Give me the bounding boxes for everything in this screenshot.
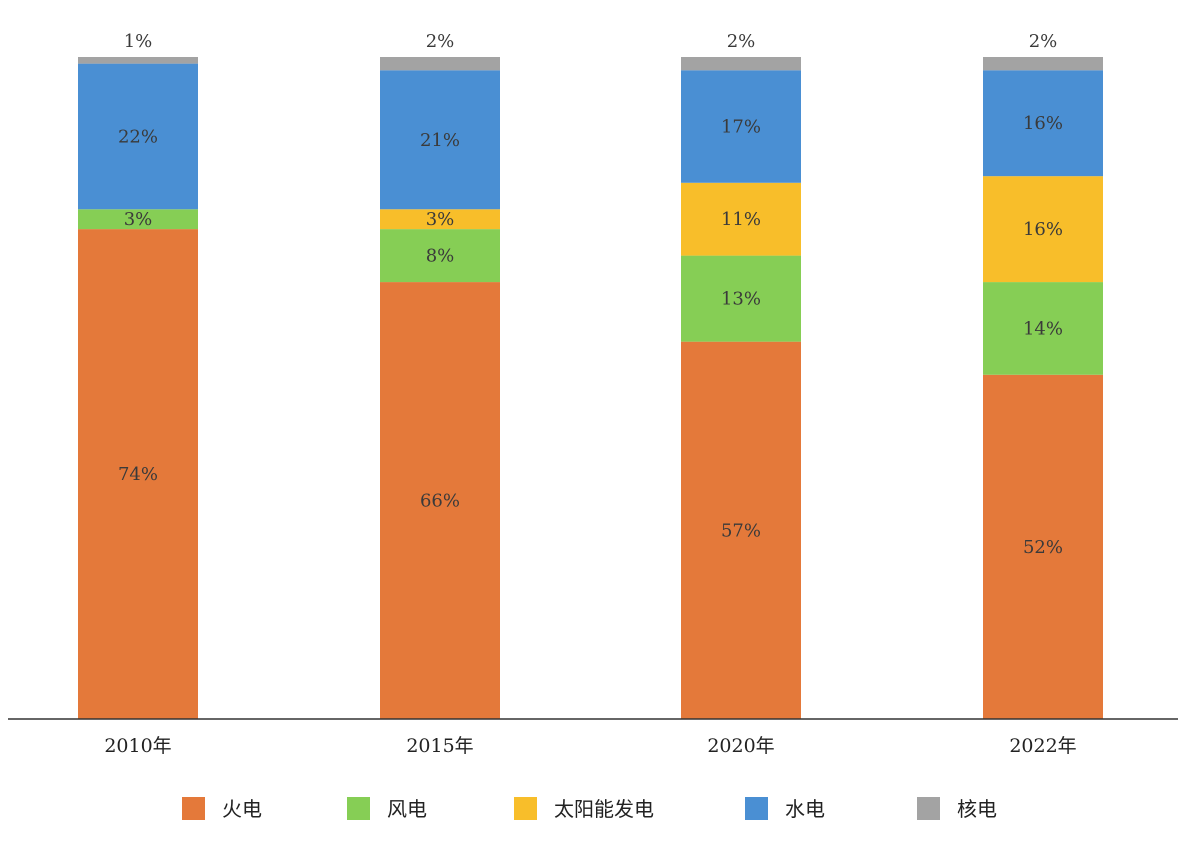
segment-value-label: 17% xyxy=(721,117,761,138)
segment-value-label: 66% xyxy=(420,491,460,512)
x-tick-label: 2015年 xyxy=(406,735,473,757)
bar-segment xyxy=(681,57,801,71)
segment-value-label: 14% xyxy=(1023,318,1063,339)
bar-segment xyxy=(983,176,1103,283)
x-tick-label: 2022年 xyxy=(1009,735,1076,757)
bar-segment xyxy=(380,282,500,719)
bar-segment xyxy=(380,70,500,210)
top-value-label: 2% xyxy=(1029,31,1058,52)
legend-label: 核电 xyxy=(957,797,997,821)
bar-segment xyxy=(983,57,1103,71)
segment-value-label: 8% xyxy=(426,246,455,267)
top-labels-layer: 1% 2% 2% 2% xyxy=(124,31,1058,52)
segment-value-label: 22% xyxy=(118,126,158,147)
legend-swatch xyxy=(917,797,940,820)
x-tick-label: 2010年 xyxy=(104,735,171,757)
bar-segment xyxy=(78,57,198,64)
bar-segment xyxy=(983,282,1103,375)
legend-swatch xyxy=(745,797,768,820)
segment-value-label: 21% xyxy=(420,130,460,151)
bar-segment xyxy=(681,182,801,256)
legend-swatch xyxy=(347,797,370,820)
legend-swatch xyxy=(182,797,205,820)
legend-label: 火电 xyxy=(222,797,262,821)
legend-label: 太阳能发电 xyxy=(554,797,654,821)
top-value-label: 2% xyxy=(426,31,455,52)
bar-segment xyxy=(380,209,500,230)
bar-segment xyxy=(78,229,198,719)
bar-segment xyxy=(681,255,801,342)
bar-segment xyxy=(380,229,500,283)
bar-segment xyxy=(681,70,801,183)
top-value-label: 1% xyxy=(124,31,153,52)
top-value-label: 2% xyxy=(727,31,756,52)
bar-segment xyxy=(78,63,198,210)
segment-value-label: 57% xyxy=(721,520,761,541)
bar-labels-layer: 74% 3% 22% 66% 8% 3% 21% 57% 13% 11% 17% 52% 14% 16% 1… xyxy=(118,113,1063,558)
legend-swatch xyxy=(514,797,537,820)
segment-value-label: 52% xyxy=(1023,537,1063,558)
segment-value-label: 16% xyxy=(1023,219,1063,240)
segment-value-label: 16% xyxy=(1023,113,1063,134)
bar-segment xyxy=(380,57,500,71)
x-tick-labels: 2010年 2015年 2020年 2022年 xyxy=(104,735,1076,757)
segment-value-label: 13% xyxy=(721,289,761,310)
segment-value-label: 11% xyxy=(721,209,761,230)
legend-label: 水电 xyxy=(785,797,825,821)
bars-layer xyxy=(78,57,1103,719)
segment-value-label: 3% xyxy=(426,209,455,230)
bar-segment xyxy=(681,341,801,719)
segment-value-label: 74% xyxy=(118,464,158,485)
legend-label: 风电 xyxy=(387,797,427,821)
legend: 火电 风电 太阳能发电 水电 核电 xyxy=(182,797,997,821)
x-tick-label: 2020年 xyxy=(707,735,774,757)
bar-segment xyxy=(983,374,1103,719)
bar-segment xyxy=(983,70,1103,177)
bar-segment xyxy=(78,209,198,230)
segment-value-label: 3% xyxy=(124,209,153,230)
